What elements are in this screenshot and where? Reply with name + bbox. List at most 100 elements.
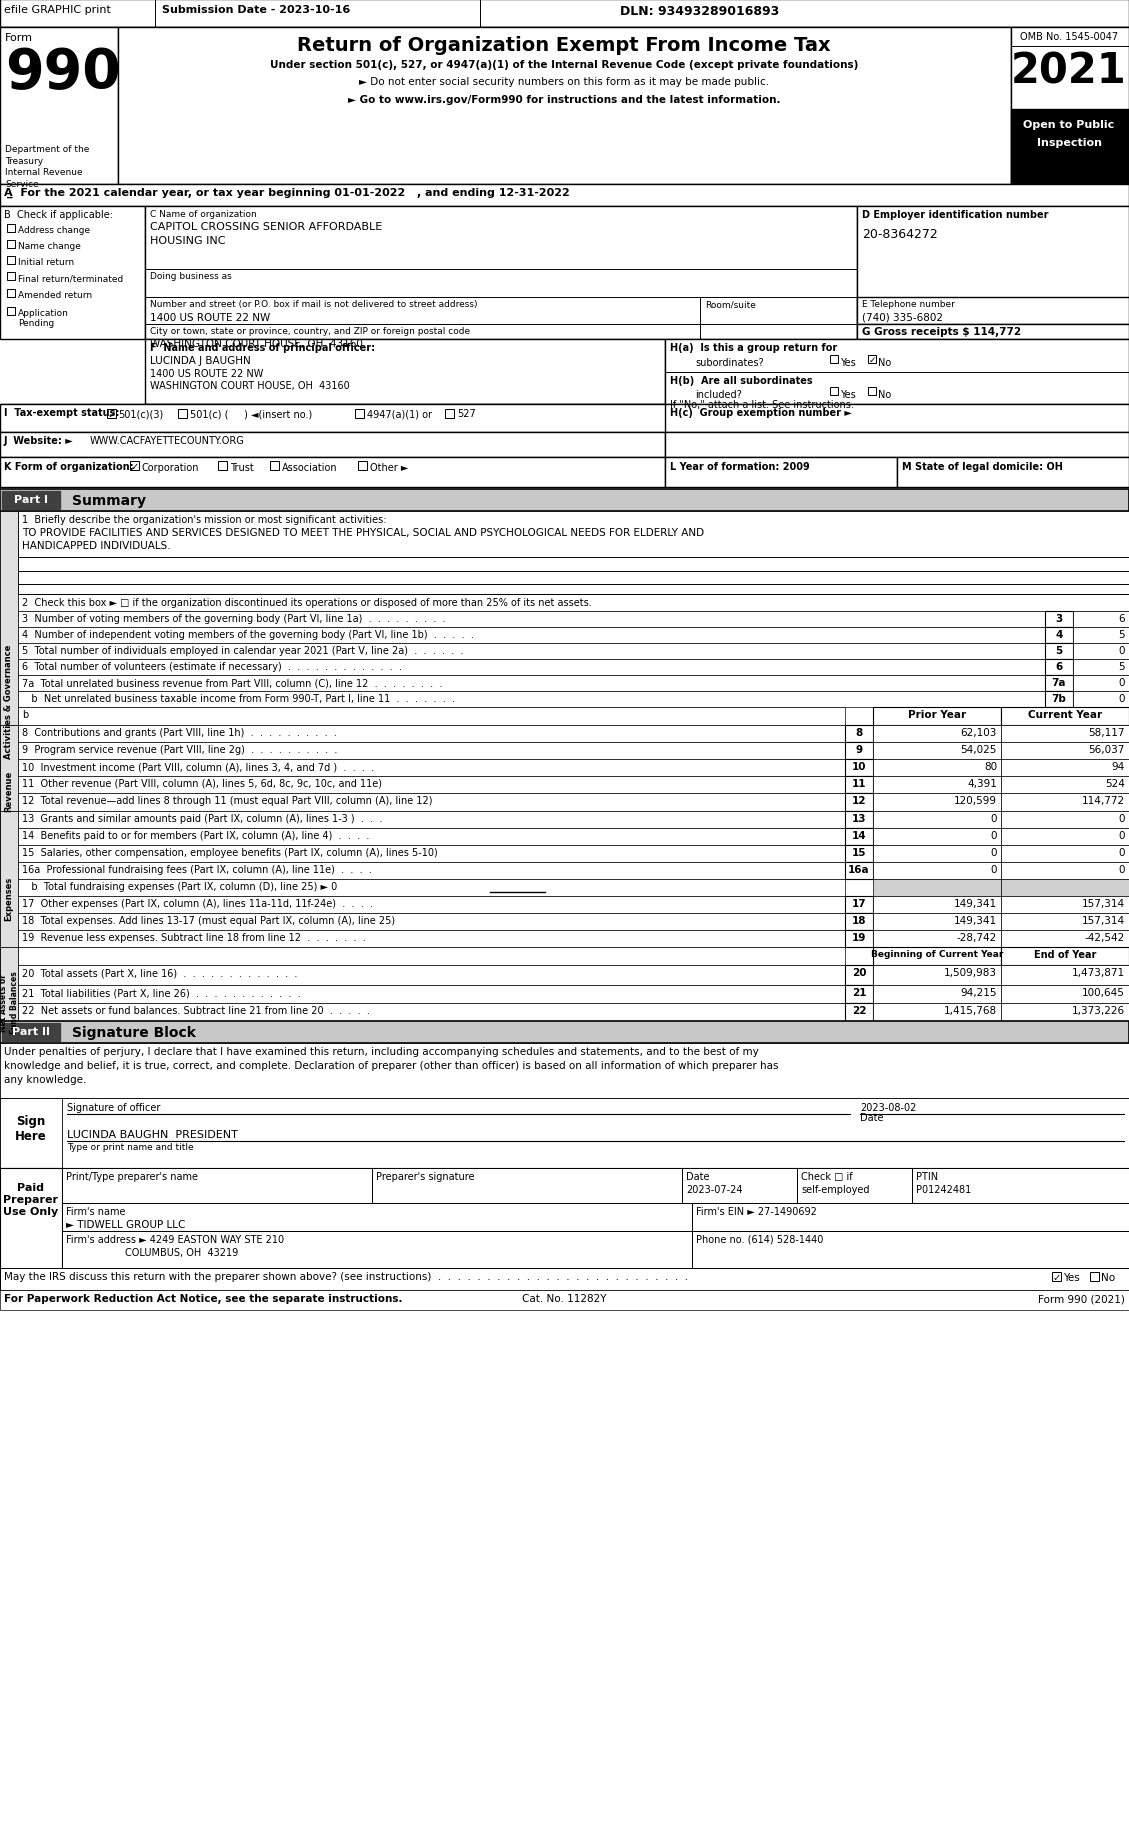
- Bar: [844, 986, 873, 1003]
- Bar: [18, 811, 844, 829]
- Bar: [1073, 611, 1129, 628]
- Text: C Name of organization: C Name of organization: [150, 210, 256, 220]
- Bar: [1045, 692, 1073, 708]
- Bar: [844, 913, 873, 930]
- Bar: [1001, 776, 1129, 794]
- Text: Net Assets or
Fund Balances: Net Assets or Fund Balances: [0, 972, 19, 1034]
- Bar: [1045, 675, 1073, 692]
- Text: 58,117: 58,117: [1088, 728, 1124, 737]
- Bar: [62, 1204, 692, 1232]
- Bar: [18, 675, 1045, 692]
- Text: 20: 20: [851, 968, 866, 977]
- Text: D Employer identification number: D Employer identification number: [863, 210, 1049, 220]
- Text: ✓: ✓: [107, 410, 115, 419]
- Text: Corporation: Corporation: [141, 463, 199, 472]
- Bar: [873, 913, 1001, 930]
- Text: CAPITOL CROSSING SENIOR AFFORDABLE: CAPITOL CROSSING SENIOR AFFORDABLE: [150, 221, 383, 232]
- Text: Expenses: Expenses: [5, 877, 14, 920]
- Bar: [18, 628, 1045, 644]
- Text: 157,314: 157,314: [1082, 899, 1124, 908]
- Bar: [873, 930, 1001, 948]
- Text: Print/Type preparer's name: Print/Type preparer's name: [65, 1171, 198, 1182]
- Bar: [844, 930, 873, 948]
- Text: No: No: [1101, 1272, 1115, 1283]
- Text: Prior Year: Prior Year: [908, 710, 966, 719]
- Bar: [7, 242, 15, 249]
- Bar: [1010, 110, 1129, 185]
- Bar: [873, 845, 1001, 862]
- Bar: [830, 388, 838, 395]
- Bar: [844, 776, 873, 794]
- Bar: [1073, 628, 1129, 644]
- Text: 9: 9: [856, 745, 863, 754]
- Bar: [873, 986, 1001, 1003]
- Text: ► Go to www.irs.gov/Form990 for instructions and the latest information.: ► Go to www.irs.gov/Form990 for instruct…: [348, 95, 780, 104]
- Bar: [857, 298, 1129, 324]
- Text: PTIN: PTIN: [916, 1171, 938, 1182]
- Text: Trust: Trust: [230, 463, 254, 472]
- Text: Firm's EIN ► 27-1490692: Firm's EIN ► 27-1490692: [695, 1206, 817, 1217]
- Bar: [682, 1168, 797, 1204]
- Text: Amended return: Amended return: [18, 291, 93, 300]
- Text: 1,509,983: 1,509,983: [944, 968, 997, 977]
- Text: LUCINDA BAUGHN  PRESIDENT: LUCINDA BAUGHN PRESIDENT: [67, 1129, 238, 1140]
- Text: 16a: 16a: [848, 864, 869, 875]
- Text: WASHINGTON COURT HOUSE, OH  43160: WASHINGTON COURT HOUSE, OH 43160: [150, 381, 350, 392]
- Bar: [130, 461, 139, 470]
- Bar: [873, 811, 1001, 829]
- Text: 1400 US ROUTE 22 NW: 1400 US ROUTE 22 NW: [150, 370, 263, 379]
- Bar: [0, 1268, 1129, 1290]
- Bar: [358, 461, 367, 470]
- Text: 12  Total revenue—add lines 8 through 11 (must equal Part VIII, column (A), line: 12 Total revenue—add lines 8 through 11 …: [21, 796, 432, 805]
- Bar: [692, 1232, 1129, 1268]
- Text: Revenue: Revenue: [5, 770, 14, 811]
- Text: knowledge and belief, it is true, correct, and complete. Declaration of preparer: knowledge and belief, it is true, correc…: [5, 1060, 779, 1071]
- Text: Name change: Name change: [18, 242, 81, 251]
- Text: WASHINGTON COURT HOUSE, OH  43160: WASHINGTON COURT HOUSE, OH 43160: [150, 339, 362, 350]
- Bar: [1001, 913, 1129, 930]
- Bar: [7, 225, 15, 232]
- Bar: [1001, 759, 1129, 776]
- Bar: [0, 432, 665, 458]
- Text: Beginning of Current Year: Beginning of Current Year: [870, 950, 1004, 959]
- Text: 20-8364272: 20-8364272: [863, 229, 938, 242]
- Text: 22: 22: [851, 1005, 866, 1016]
- Text: May the IRS discuss this return with the preparer shown above? (see instructions: May the IRS discuss this return with the…: [5, 1272, 688, 1281]
- Text: 2023-08-02: 2023-08-02: [860, 1102, 917, 1113]
- Bar: [18, 880, 844, 897]
- Bar: [1001, 986, 1129, 1003]
- Text: 6: 6: [1056, 662, 1062, 672]
- Text: No: No: [878, 390, 891, 399]
- Text: 120,599: 120,599: [954, 796, 997, 805]
- Bar: [1045, 659, 1073, 675]
- Text: 56,037: 56,037: [1088, 745, 1124, 754]
- Bar: [873, 829, 1001, 845]
- Bar: [18, 897, 844, 913]
- Bar: [0, 207, 145, 340]
- Bar: [0, 948, 18, 1058]
- Text: 0: 0: [1119, 814, 1124, 824]
- Bar: [857, 207, 1129, 340]
- Text: Firm's address ► 4249 EASTON WAY STE 210: Firm's address ► 4249 EASTON WAY STE 210: [65, 1233, 285, 1244]
- Bar: [1001, 727, 1129, 743]
- Text: End of Year: End of Year: [1034, 950, 1096, 959]
- Text: 94,215: 94,215: [961, 988, 997, 997]
- Bar: [18, 512, 1129, 595]
- Bar: [844, 794, 873, 811]
- Text: L Year of formation: 2009: L Year of formation: 2009: [669, 461, 809, 472]
- Text: Application
Pending: Application Pending: [18, 309, 69, 328]
- Bar: [873, 897, 1001, 913]
- Bar: [1010, 27, 1129, 185]
- Text: Summary: Summary: [72, 494, 146, 507]
- Text: Room/suite: Room/suite: [704, 300, 756, 309]
- Bar: [0, 811, 18, 986]
- Bar: [1073, 675, 1129, 692]
- Text: Under penalties of perjury, I declare that I have examined this return, includin: Under penalties of perjury, I declare th…: [5, 1047, 759, 1056]
- Text: 20  Total assets (Part X, line 16)  .  .  .  .  .  .  .  .  .  .  .  .  .: 20 Total assets (Part X, line 16) . . . …: [21, 968, 297, 977]
- Bar: [18, 930, 844, 948]
- Text: Part I: Part I: [14, 494, 49, 505]
- Text: Inspection: Inspection: [1036, 137, 1102, 148]
- Bar: [0, 1290, 1129, 1310]
- Text: 149,341: 149,341: [954, 899, 997, 908]
- Bar: [0, 0, 1129, 27]
